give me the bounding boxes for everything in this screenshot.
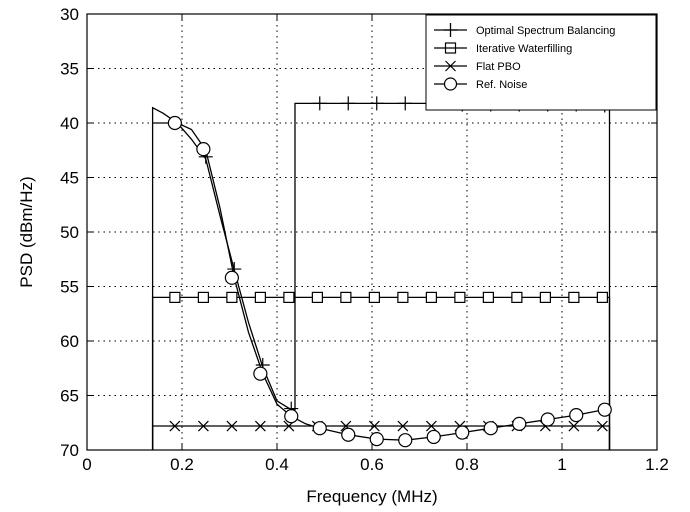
- x-tick-label: 0.8: [455, 455, 479, 474]
- y-tick-label: 60: [60, 332, 79, 351]
- x-tick-label: 0: [82, 455, 91, 474]
- y-tick-label: 70: [60, 441, 79, 460]
- legend: Optimal Spectrum Balancing Iterative Wat…: [425, 14, 657, 111]
- x-marker: [397, 420, 409, 432]
- x-tick-label: 1: [557, 455, 566, 474]
- x-marker: [568, 420, 580, 432]
- plus-marker: [312, 96, 327, 111]
- series-line: [151, 296, 611, 450]
- series-line: [151, 102, 611, 450]
- square-marker: [368, 291, 380, 303]
- square-marker: [397, 291, 409, 303]
- x-marker: [368, 420, 380, 432]
- x-marker: [169, 420, 181, 432]
- circle-marker: [341, 427, 356, 442]
- square-marker: [568, 291, 580, 303]
- plus-marker: [341, 96, 356, 111]
- y-tick-label: 45: [60, 169, 79, 188]
- legend-item-ref-noise: Ref. Noise: [434, 77, 527, 91]
- circle-marker: [426, 429, 441, 445]
- x-tick-label: 0.4: [265, 455, 289, 474]
- legend-box: [425, 14, 657, 111]
- y-tick-label: 40: [60, 114, 79, 133]
- x-marker: [596, 420, 608, 432]
- legend-label-flat-pbo: Flat PBO: [476, 61, 521, 73]
- legend-item-osb: Optimal Spectrum Balancing: [434, 23, 615, 37]
- y-tick-label: 30: [60, 5, 79, 24]
- square-marker: [169, 291, 181, 303]
- series-plus: [151, 96, 612, 450]
- legend-square-marker: [444, 42, 457, 54]
- square-marker: [454, 291, 466, 303]
- x-tick-label: 0.6: [360, 455, 384, 474]
- circle-marker: [540, 412, 555, 427]
- tick-labels: 0 0.2 0.4 0.6 0.8 1 1.2 30 35 40 45 50 55 60 65 70: [60, 5, 669, 474]
- legend-label-osb: Optimal Spectrum Balancing: [476, 25, 615, 37]
- series-circle: [152, 115, 612, 448]
- circle-marker: [597, 402, 612, 417]
- x-tick-label: 1.2: [645, 455, 669, 474]
- y-tick-label: 55: [60, 278, 79, 297]
- y-tick-label: 50: [60, 223, 79, 242]
- series-line: [152, 122, 610, 441]
- square-marker: [511, 291, 523, 303]
- x-tick-label: 0.2: [170, 455, 194, 474]
- square-marker: [283, 291, 295, 303]
- square-marker: [197, 291, 209, 303]
- y-axis-title: PSD (dBm/Hz): [17, 176, 36, 287]
- square-marker: [254, 291, 266, 303]
- circle-marker: [398, 433, 413, 448]
- legend-label-ref-noise: Ref. Noise: [476, 79, 527, 91]
- circle-marker: [569, 408, 584, 423]
- plus-marker: [398, 96, 413, 111]
- circle-marker: [167, 115, 182, 131]
- legend-item-flat-pbo: Flat PBO: [434, 60, 521, 73]
- circle-marker: [253, 366, 268, 381]
- legend-item-iwf: Iterative Waterfilling: [434, 42, 572, 55]
- circle-marker: [369, 432, 384, 447]
- circle-marker: [284, 409, 299, 424]
- legend-circle-marker: [443, 77, 458, 91]
- square-marker: [425, 291, 437, 303]
- circle-marker: [196, 142, 211, 157]
- circle-marker: [455, 425, 470, 440]
- legend-plus-marker: [443, 23, 458, 37]
- y-tick-label: 65: [60, 387, 79, 406]
- legend-label-iwf: Iterative Waterfilling: [476, 43, 572, 55]
- plus-marker: [369, 96, 384, 111]
- square-marker: [482, 291, 494, 303]
- y-tick-label: 35: [60, 60, 79, 79]
- square-marker: [596, 291, 608, 303]
- x-marker: [226, 420, 238, 432]
- series-line: [151, 425, 611, 450]
- square-marker: [340, 291, 352, 303]
- x-marker: [197, 420, 209, 432]
- x-marker: [425, 420, 437, 432]
- circle-marker: [483, 421, 498, 436]
- square-marker: [539, 291, 551, 303]
- circle-marker: [312, 421, 327, 436]
- square-marker: [311, 291, 323, 303]
- x-axis-title: Frequency (MHz): [306, 487, 437, 506]
- x-marker: [254, 420, 266, 432]
- square-marker: [226, 291, 238, 303]
- legend-x-marker: [445, 60, 456, 72]
- series-layer: [151, 96, 612, 450]
- circle-marker: [512, 416, 527, 431]
- circle-marker: [224, 270, 239, 285]
- series-square: [151, 291, 611, 450]
